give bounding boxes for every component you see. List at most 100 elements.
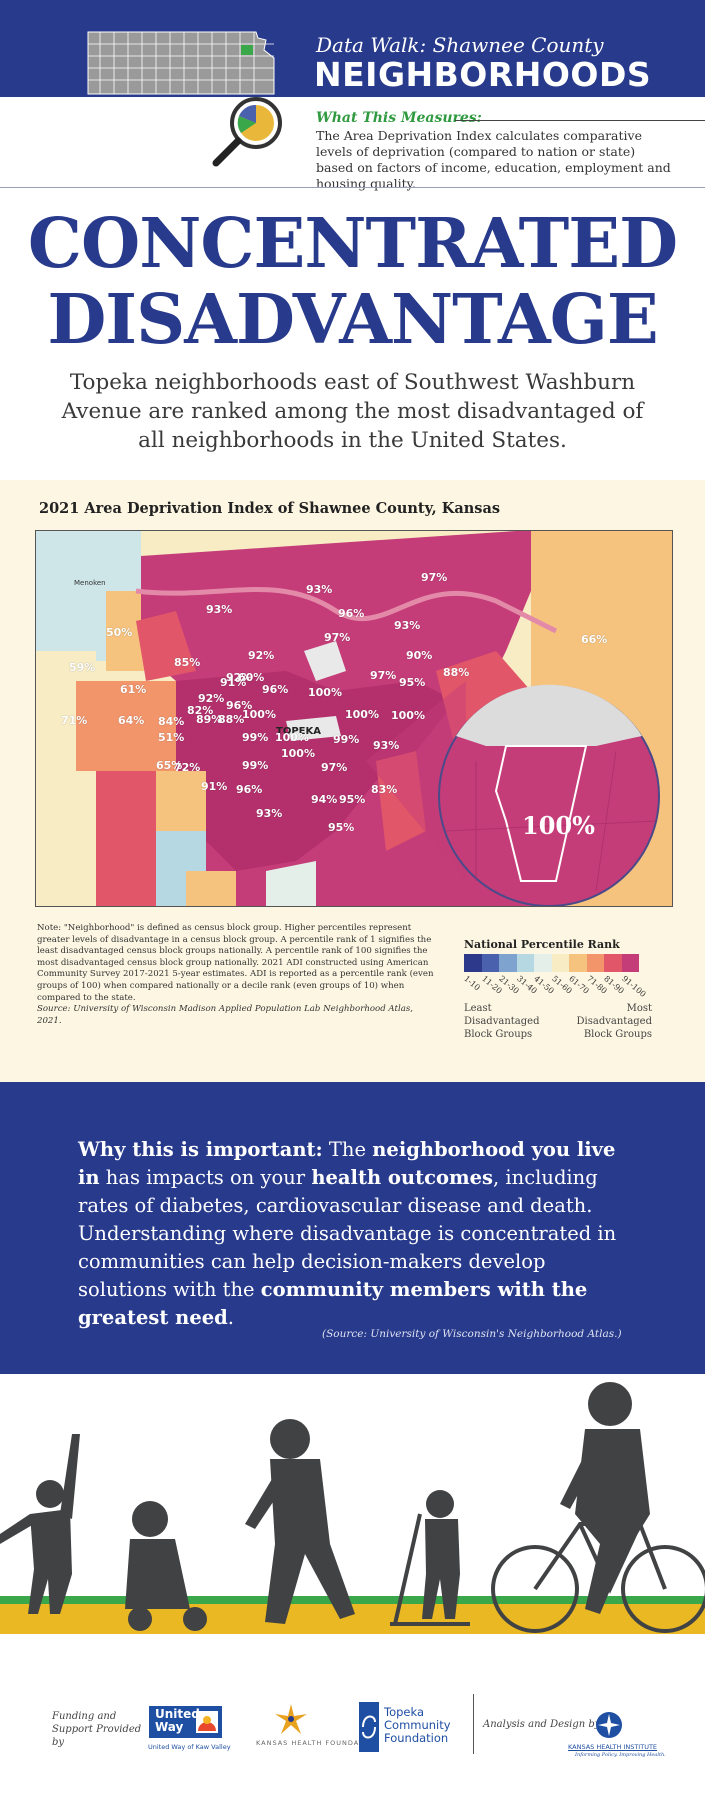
why-text-part-4: . — [227, 1306, 234, 1329]
why-bold-2: health outcomes — [311, 1166, 494, 1189]
legend-title: National Percentile Rank — [464, 938, 620, 951]
percent-label: 100% — [281, 747, 315, 760]
percent-label: 61% — [120, 683, 147, 696]
header-subtitle: Data Walk: Shawnee County — [316, 33, 604, 57]
percent-label: 95% — [399, 676, 426, 689]
percent-label: 66% — [581, 633, 608, 646]
percent-label: 93% — [206, 603, 233, 616]
percent-label: 82% — [187, 704, 214, 717]
percent-label: 99% — [242, 731, 269, 744]
percent-label: 60% — [238, 671, 265, 684]
percent-label: 92% — [198, 692, 225, 705]
design-credit-label: Analysis and Design by — [483, 1719, 601, 1730]
legend-swatch — [516, 954, 534, 972]
legend-swatch — [586, 954, 604, 972]
percent-label: 64% — [118, 714, 145, 727]
united-way-caption: United Way of Kaw Valley — [148, 1743, 231, 1751]
headline-line-2: DISADVANTAGE — [47, 280, 658, 360]
percent-label: 97% — [324, 631, 351, 644]
percent-label: 93% — [256, 807, 283, 820]
legend-swatch — [551, 954, 569, 972]
headline-line-1: CONCENTRATED — [27, 204, 678, 284]
topeka-foundation-swirl-icon — [362, 1715, 376, 1739]
percent-label: 93% — [373, 739, 400, 752]
percent-label: 91% — [220, 676, 247, 689]
percent-label: 71% — [61, 714, 88, 727]
percent-label: 93% — [306, 583, 333, 596]
why-source: (Source: University of Wisconsin's Neigh… — [322, 1328, 622, 1340]
why-bold-1: neighborhood you live in — [78, 1138, 616, 1189]
percent-label: 97% — [370, 669, 397, 682]
kansas-health-institute-tagline: Informing Policy. Improving Health. — [575, 1752, 666, 1758]
united-way-hand-icon — [196, 1711, 218, 1733]
header-divider — [0, 187, 705, 188]
measure-divider — [455, 120, 705, 121]
percent-label: 96% — [236, 783, 263, 796]
percent-label: 99% — [333, 733, 360, 746]
percent-label: 72% — [174, 761, 201, 774]
legend-swatch — [621, 954, 639, 972]
topeka-community-foundation-text: Topeka Community Foundation — [384, 1705, 451, 1745]
map-title: 2021 Area Deprivation Index of Shawnee C… — [39, 500, 500, 517]
united-way-logo: United Way — [149, 1706, 222, 1738]
adi-map-graphic — [36, 531, 672, 906]
legend-tick-label: 1-10 — [462, 974, 482, 993]
percent-label: 99% — [242, 759, 269, 772]
why-text-part-1: The — [322, 1138, 373, 1161]
kansas-health-institute-caption: KANSAS HEALTH INSTITUTE — [568, 1743, 658, 1751]
zoom-label: 100% — [522, 811, 595, 840]
silhouette-scene — [0, 1374, 705, 1658]
percent-label: 93% — [394, 619, 421, 632]
legend-swatch — [534, 954, 552, 972]
percent-label: 100% — [242, 708, 276, 721]
legend-swatch — [569, 954, 587, 972]
header: Data Walk: Shawnee County NEIGHBORHOODS … — [0, 0, 705, 191]
percent-label: 59% — [69, 661, 96, 674]
kansas-health-foundation-star-icon — [275, 1704, 307, 1734]
why-lead: Why this is important: — [78, 1138, 323, 1161]
legend-low-label: Least Disadvantaged Block Groups — [464, 1003, 540, 1040]
kansas-health-foundation-caption: KANSAS HEALTH FOUNDATION — [256, 1739, 379, 1747]
footer-divider — [473, 1694, 474, 1754]
percent-label: 97% — [421, 571, 448, 584]
legend-high-label: Most Disadvantaged Block Groups — [576, 1003, 652, 1040]
percent-label: 50% — [106, 626, 133, 639]
united-way-logo-text: United Way — [155, 1707, 200, 1734]
kansas-map-icon — [87, 31, 282, 167]
why-text-part-2: has impacts on your — [99, 1166, 312, 1189]
percent-label: 100% — [391, 709, 425, 722]
kansas-health-institute-icon — [596, 1712, 622, 1738]
percent-label: 91% — [201, 780, 228, 793]
percent-label: 97% — [321, 761, 348, 774]
place-label-menoken: Menoken — [74, 579, 106, 587]
people-silhouettes-icon — [0, 1382, 705, 1634]
percent-label: 84% — [158, 715, 185, 728]
why-important-section: Why this is important: The neighborhood … — [0, 1082, 705, 1374]
percent-label: 92% — [226, 671, 253, 684]
why-text: Why this is important: The neighborhood … — [78, 1136, 623, 1332]
place-label-topeka: TOPEKA — [276, 726, 321, 737]
percent-label: 96% — [226, 699, 253, 712]
legend-swatch — [604, 954, 622, 972]
legend-swatch — [464, 954, 482, 972]
measure-description: The Area Deprivation Index calculates co… — [316, 128, 671, 191]
footer: Funding and Support Provided by United W… — [0, 1660, 705, 1800]
why-text-part-3: , including rates of diabetes, cardiovas… — [78, 1166, 617, 1301]
map-panel: 2021 Area Deprivation Index of Shawnee C… — [0, 480, 705, 1082]
percent-label: 96% — [262, 683, 289, 696]
why-bold-3: community members with the greatest need — [78, 1278, 588, 1329]
legend-swatch — [481, 954, 499, 972]
adi-map: Menoken TOPEKA 97% 93% 93% 96% 93% 97% 50% 92% 9… — [35, 530, 673, 907]
lede-text: Topeka neighborhoods east of Southwest W… — [61, 370, 644, 453]
percent-label: 83% — [371, 783, 398, 796]
map-source: Source: University of Wisconsin Madison … — [37, 1004, 413, 1026]
percent-label: 100% — [308, 686, 342, 699]
funding-label: Funding and Support Provided by — [52, 1711, 142, 1748]
map-note-text: Note: "Neighborhood" is defined as censu… — [37, 923, 434, 1003]
legend-color-bar — [464, 954, 639, 972]
percent-label: 89% — [196, 713, 223, 726]
percent-label: 88% — [218, 713, 245, 726]
measure-heading: What This Measures: — [316, 110, 482, 126]
percent-label: 65% — [156, 759, 183, 772]
legend-swatch — [499, 954, 517, 972]
